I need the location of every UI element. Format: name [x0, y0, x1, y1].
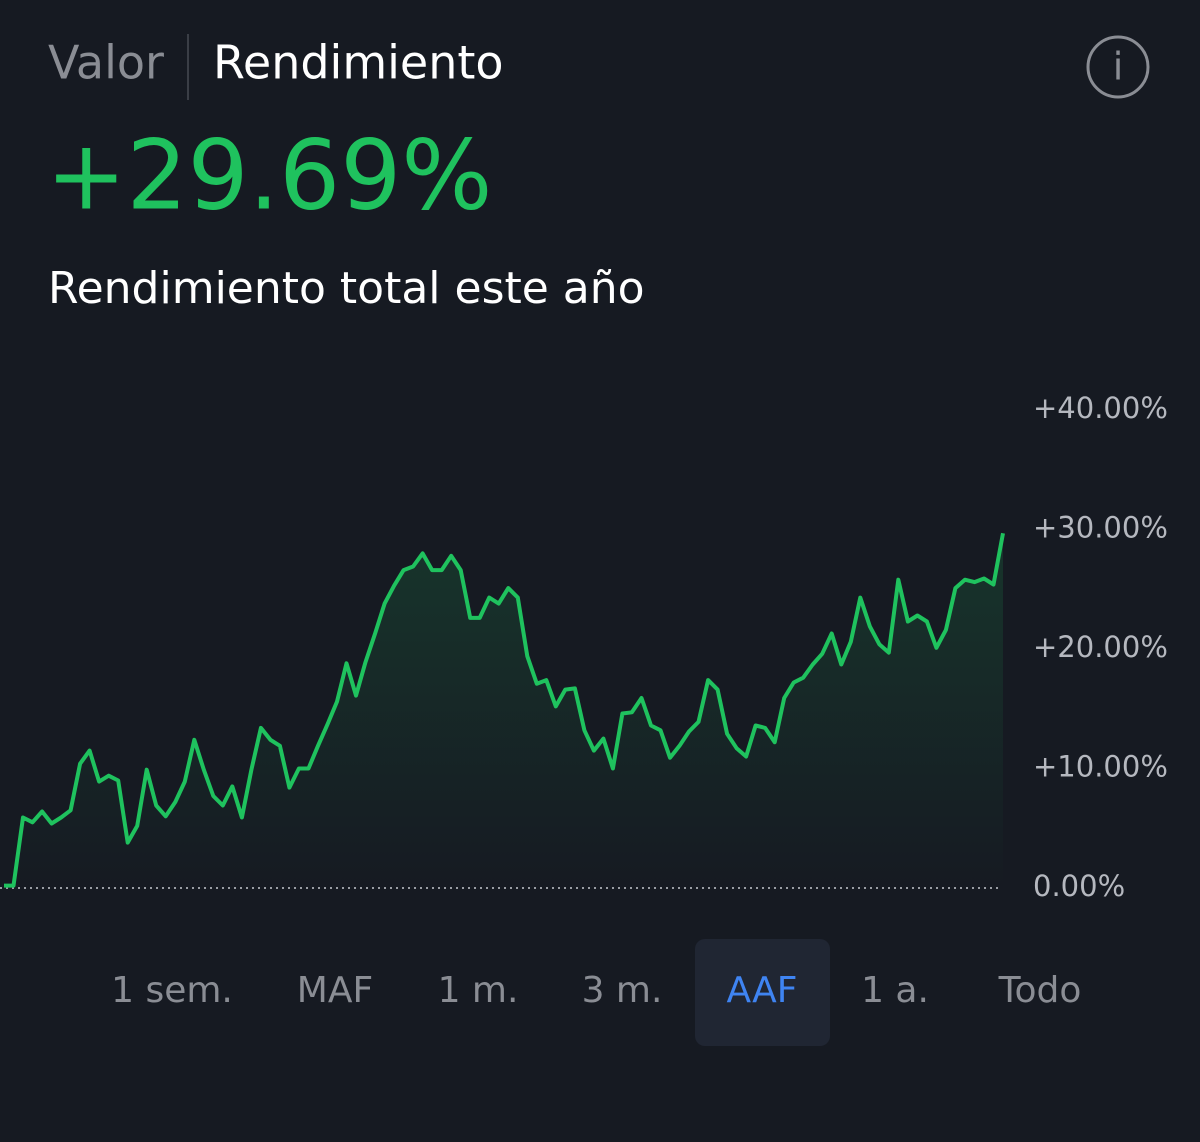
range-selector: 1 sem. MAF 1 m. 3 m. AAF 1 a. Todo	[111, 939, 1081, 1046]
area-fill	[4, 533, 1003, 888]
y-tick-label: +10.00%	[1033, 750, 1168, 784]
y-tick-label: 0.00%	[1033, 869, 1125, 903]
chart: 0.00% +10.00% +20.00% +30.00% +40.00%	[0, 391, 1168, 903]
y-tick-label: +20.00%	[1033, 630, 1168, 664]
range-button[interactable]: 1 a.	[861, 970, 929, 1011]
info-icon: i	[1113, 45, 1124, 89]
tab[interactable]: Valor	[48, 36, 164, 90]
info-button[interactable]: i	[1086, 35, 1150, 99]
range-button[interactable]: 3 m.	[582, 970, 663, 1011]
info-circle	[1086, 35, 1150, 99]
headline-value: +29.69%	[46, 119, 492, 231]
performance-line	[4, 532, 1005, 888]
range-button[interactable]: 1 sem.	[111, 970, 233, 1011]
y-tick-label: +40.00%	[1033, 391, 1168, 425]
y-tick-label: +30.00%	[1033, 511, 1168, 545]
subtitle: Rendimiento total este año	[48, 263, 645, 314]
range-button[interactable]: 1 m.	[438, 970, 519, 1011]
range-button[interactable]: MAF	[297, 970, 373, 1011]
range-button[interactable]: AAF	[727, 970, 798, 1011]
range-highlight	[695, 939, 830, 1046]
range-button[interactable]: Todo	[998, 970, 1082, 1011]
tab[interactable]: Rendimiento	[213, 36, 504, 90]
